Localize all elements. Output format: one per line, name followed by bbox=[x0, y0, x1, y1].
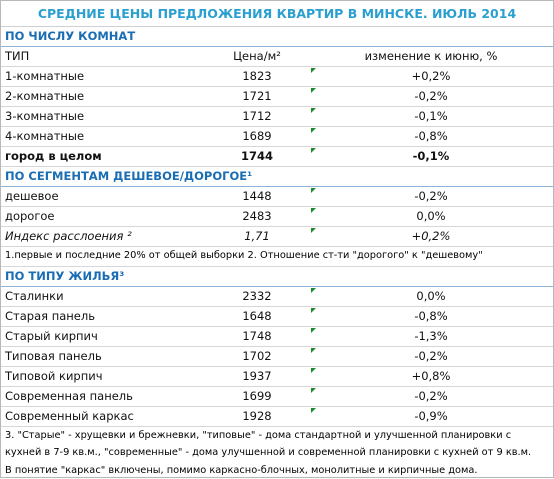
section-title: ПО СЕГМЕНТАМ ДЕШЕВОЕ/ДОРОГОЕ¹ bbox=[1, 167, 553, 187]
cell: 4-комнатные bbox=[1, 127, 205, 146]
cell: -0,2% bbox=[309, 387, 553, 406]
cell: 1937 bbox=[205, 367, 309, 386]
cell: +0,8% bbox=[309, 367, 553, 386]
cell: -0,8% bbox=[309, 307, 553, 326]
cell: дешевое bbox=[1, 187, 205, 206]
footnote: 1.первые и последние 20% от общей выборк… bbox=[1, 247, 553, 267]
cell: город в целом bbox=[1, 147, 205, 166]
cell: -0,2% bbox=[309, 87, 553, 106]
cell: Современный каркас bbox=[1, 407, 205, 426]
section-title: ПО ЧИСЛУ КОМНАТ bbox=[1, 27, 553, 47]
cell: Старый кирпич bbox=[1, 327, 205, 346]
cell: 1,71 bbox=[205, 227, 309, 246]
cell: -0,9% bbox=[309, 407, 553, 426]
footnote: 3. "Старые" - хрущевки и брежневки, "тип… bbox=[1, 427, 553, 479]
cell: +0,2% bbox=[309, 67, 553, 86]
cell: -0,2% bbox=[309, 347, 553, 366]
cell: Цена/м² bbox=[205, 47, 309, 66]
cell: изменение к июню, % bbox=[309, 47, 553, 66]
cell: 1744 bbox=[205, 147, 309, 166]
cell: 1721 bbox=[205, 87, 309, 106]
cell: Типовой кирпич bbox=[1, 367, 205, 386]
cell: -0,2% bbox=[309, 187, 553, 206]
cell: 1-комнатные bbox=[1, 67, 205, 86]
cell: дорогое bbox=[1, 207, 205, 226]
cell: +0,2% bbox=[309, 227, 553, 246]
cell: Современная панель bbox=[1, 387, 205, 406]
cell: 1823 bbox=[205, 67, 309, 86]
cell: 1748 bbox=[205, 327, 309, 346]
cell: 1699 bbox=[205, 387, 309, 406]
cell: Типовая панель bbox=[1, 347, 205, 366]
cell: 1448 bbox=[205, 187, 309, 206]
cell: -0,1% bbox=[309, 107, 553, 126]
section-title: ПО ТИПУ ЖИЛЬЯ³ bbox=[1, 267, 553, 287]
cell: ТИП bbox=[1, 47, 205, 66]
cell: Старая панель bbox=[1, 307, 205, 326]
cell: Индекс расслоения ² bbox=[1, 227, 205, 246]
cell: 2-комнатные bbox=[1, 87, 205, 106]
cell: 1648 bbox=[205, 307, 309, 326]
cell: 2332 bbox=[205, 287, 309, 306]
cell: -1,3% bbox=[309, 327, 553, 346]
cell: 2483 bbox=[205, 207, 309, 226]
cell: 1702 bbox=[205, 347, 309, 366]
title: СРЕДНИЕ ЦЕНЫ ПРЕДЛОЖЕНИЯ КВАРТИР В МИНСК… bbox=[1, 1, 553, 27]
cell: -0,8% bbox=[309, 127, 553, 146]
cell: 3-комнатные bbox=[1, 107, 205, 126]
cell: Сталинки bbox=[1, 287, 205, 306]
cell: 0,0% bbox=[309, 287, 553, 306]
cell: -0,1% bbox=[309, 147, 553, 166]
cell: 1689 bbox=[205, 127, 309, 146]
cell: 1712 bbox=[205, 107, 309, 126]
cell: 1928 bbox=[205, 407, 309, 426]
cell: 0,0% bbox=[309, 207, 553, 226]
